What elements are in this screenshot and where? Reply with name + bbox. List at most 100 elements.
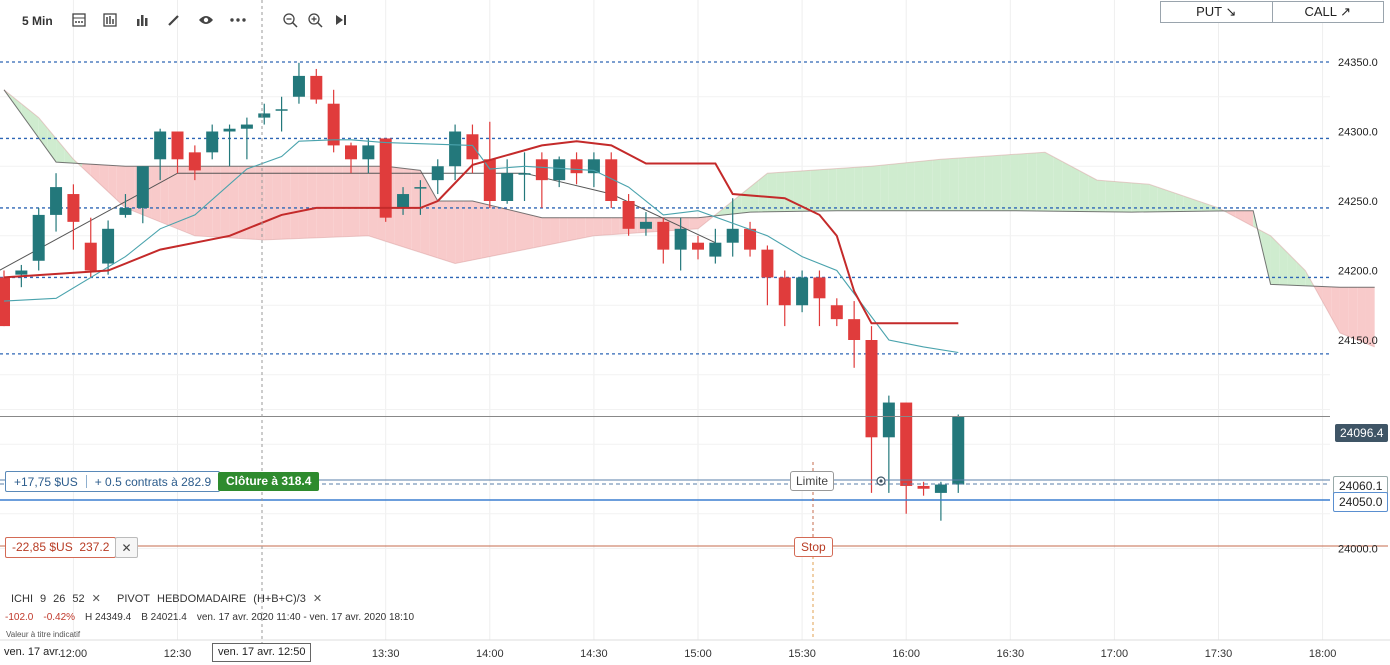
zoom-out-icon[interactable] xyxy=(279,9,301,31)
ichimoku-cloud xyxy=(1149,184,1158,212)
candle[interactable] xyxy=(67,184,80,250)
candle[interactable] xyxy=(275,96,288,132)
candle[interactable] xyxy=(136,166,149,224)
candle[interactable] xyxy=(292,62,305,104)
stop-order-handle[interactable]: Stop xyxy=(794,537,833,557)
candle[interactable] xyxy=(501,159,514,204)
layout-icon[interactable] xyxy=(68,9,90,31)
zoom-in-icon[interactable] xyxy=(304,9,326,31)
ichimoku-cloud xyxy=(160,166,169,226)
position-tag[interactable]: +17,75 $US + 0.5 contrats à 282.9 xyxy=(5,471,221,492)
candle[interactable] xyxy=(900,402,913,514)
ichimoku-cloud xyxy=(1010,154,1019,211)
candle[interactable] xyxy=(744,221,757,257)
candle[interactable] xyxy=(622,194,635,236)
candle[interactable] xyxy=(639,212,652,236)
remove-stop-button[interactable]: ✕ xyxy=(115,537,138,558)
candle[interactable] xyxy=(240,117,253,160)
x-tick-label: 17:30 xyxy=(1205,648,1233,660)
stop-loss-tag[interactable]: -22,85 $US 237.2 xyxy=(5,537,117,558)
candle-body xyxy=(848,319,861,340)
pivot-label[interactable]: PIVOT xyxy=(117,593,151,605)
candle[interactable] xyxy=(119,194,132,218)
candle[interactable] xyxy=(570,152,583,185)
limit-order-handle[interactable]: Limite xyxy=(790,471,835,491)
ichimoku-label[interactable]: ICHI xyxy=(11,593,33,605)
trade-buttons: PUT ↘ CALL ↗ xyxy=(1160,1,1384,23)
candle[interactable] xyxy=(657,217,670,264)
candle-body xyxy=(518,173,531,175)
ichimoku-cloud xyxy=(585,217,594,238)
candle[interactable] xyxy=(553,156,566,188)
ichimoku-cloud xyxy=(108,165,117,200)
ichimoku-cloud xyxy=(12,96,22,114)
candle[interactable] xyxy=(726,198,739,257)
candle[interactable] xyxy=(848,301,861,368)
candle[interactable] xyxy=(605,152,618,208)
candle-body xyxy=(709,242,722,257)
ichimoku-cloud xyxy=(333,166,343,238)
put-button[interactable]: PUT ↘ xyxy=(1196,4,1237,19)
candle[interactable] xyxy=(171,131,184,174)
ichimoku-cloud xyxy=(906,161,915,211)
candle[interactable] xyxy=(84,217,97,278)
candle[interactable] xyxy=(709,228,722,264)
candle[interactable] xyxy=(830,298,843,327)
candle[interactable] xyxy=(952,414,965,493)
eye-icon[interactable] xyxy=(195,9,217,31)
more-icon[interactable] xyxy=(227,9,249,31)
candle[interactable] xyxy=(102,220,115,275)
bar-chart-icon[interactable] xyxy=(131,9,153,31)
y-tick-label: 24250.0 xyxy=(1338,196,1378,208)
candle[interactable] xyxy=(258,103,271,125)
candle[interactable] xyxy=(379,138,392,222)
candle[interactable] xyxy=(310,68,323,104)
ichimoku-cloud xyxy=(498,207,508,255)
interval-selector[interactable]: 5 Min xyxy=(22,14,53,28)
disclaimer: Valeur à titre indicatif xyxy=(6,630,81,639)
candle[interactable] xyxy=(917,481,930,496)
candle[interactable] xyxy=(692,235,704,260)
candle[interactable] xyxy=(674,217,687,271)
tenkan-line xyxy=(3,139,959,354)
candle-body xyxy=(535,159,548,181)
candle[interactable] xyxy=(327,89,340,153)
scroll-end-icon[interactable] xyxy=(330,9,352,31)
candle[interactable] xyxy=(414,180,427,215)
candle[interactable] xyxy=(32,207,45,271)
chart-type-icon[interactable] xyxy=(99,9,121,31)
candle[interactable] xyxy=(934,481,947,521)
close-position-button[interactable]: Clôture à 318.4 xyxy=(218,472,320,491)
ichimoku-cloud xyxy=(1036,152,1045,212)
candle[interactable] xyxy=(761,245,774,306)
candle[interactable] xyxy=(865,326,878,493)
candle-body xyxy=(466,134,479,160)
ichimoku-cloud xyxy=(1175,193,1184,212)
candle[interactable] xyxy=(431,159,444,195)
candle[interactable] xyxy=(796,270,809,313)
candle[interactable] xyxy=(483,121,496,208)
candle[interactable] xyxy=(188,145,201,181)
ichimoku-cloud xyxy=(966,156,976,211)
call-button[interactable]: CALL ↗ xyxy=(1271,2,1384,22)
candle[interactable] xyxy=(778,270,791,327)
candle[interactable] xyxy=(206,124,219,160)
draw-pencil-icon[interactable] xyxy=(163,9,185,31)
candle[interactable] xyxy=(362,138,375,174)
candle[interactable] xyxy=(882,395,895,493)
candle[interactable] xyxy=(223,124,236,167)
candle[interactable] xyxy=(345,142,357,174)
candle[interactable] xyxy=(397,187,410,215)
remove-ichimoku-icon[interactable]: ✕ xyxy=(91,593,101,605)
candle[interactable] xyxy=(154,128,167,181)
candle[interactable] xyxy=(518,152,531,201)
candle[interactable] xyxy=(449,124,462,181)
remove-pivot-icon[interactable]: ✕ xyxy=(312,593,323,605)
candle[interactable] xyxy=(813,270,826,327)
candle[interactable] xyxy=(0,270,10,327)
candle-body xyxy=(379,138,392,218)
candle[interactable] xyxy=(535,152,548,208)
candle[interactable] xyxy=(50,173,63,232)
candle-body xyxy=(171,131,184,160)
